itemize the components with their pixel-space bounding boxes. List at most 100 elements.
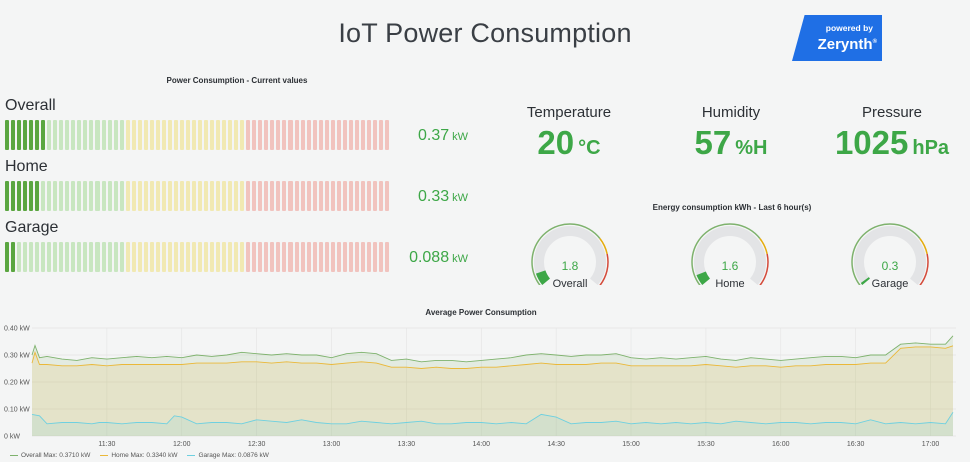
- bar-value-home: 0.33 kW: [417, 188, 468, 205]
- bar-segment: [137, 120, 142, 150]
- bar-segment: [366, 120, 371, 150]
- bar-segment: [113, 242, 118, 272]
- bar-segment: [41, 120, 46, 150]
- legend-item-garage[interactable]: Garage Max: 0.0876 kW: [187, 452, 269, 459]
- bar-segment: [378, 120, 383, 150]
- gauge-fill: [860, 277, 870, 285]
- bar-segment: [53, 181, 58, 211]
- bar-gauge-garage: [5, 242, 389, 272]
- bar-segment: [204, 120, 209, 150]
- gauge-threshold-red: [759, 253, 769, 285]
- bar-segment: [23, 120, 28, 150]
- stat-value-pressure: 1025 hPa: [834, 124, 950, 161]
- y-tick-label: 0 kW: [4, 434, 20, 441]
- bar-segment: [47, 120, 52, 150]
- bar-segment: [336, 242, 341, 272]
- bar-segment: [95, 181, 100, 211]
- legend-swatch-overall: [10, 454, 18, 457]
- bar-segment: [191, 120, 196, 150]
- bar-segment: [5, 120, 10, 150]
- bar-segment: [294, 120, 299, 150]
- series-area-garage: [32, 412, 954, 436]
- bar-segment: [240, 181, 245, 211]
- y-tick-label: 0.10 kW: [4, 407, 30, 414]
- logo-brand: Zerynth®: [817, 36, 877, 53]
- bar-segment: [336, 120, 341, 150]
- bar-segment: [89, 242, 94, 272]
- page-title: IoT Power Consumption: [338, 18, 632, 48]
- bar-row-label-overall: Overall: [5, 97, 56, 114]
- bar-segment: [372, 120, 377, 150]
- bar-segment: [270, 120, 275, 150]
- bar-segment: [161, 181, 166, 211]
- bar-segment: [360, 120, 365, 150]
- bar-segment: [288, 120, 293, 150]
- average-power-chart[interactable]: 0 kW 0.10 kW 0.20 kW 0.30 kW 0.40 kW 11:30 12:…: [0, 318, 970, 450]
- bar-segment: [198, 242, 203, 272]
- bar-segment: [384, 181, 389, 211]
- bar-segment: [276, 242, 281, 272]
- x-tick-label: 15:00: [622, 441, 640, 448]
- stat-label-pressure: Pressure: [861, 104, 923, 121]
- bar-segment: [95, 242, 100, 272]
- bar-segment: [35, 181, 40, 211]
- bar-segment: [185, 181, 190, 211]
- gauge-value-home: 1.6: [721, 259, 739, 273]
- bar-segment: [330, 181, 335, 211]
- bar-segment: [354, 120, 359, 150]
- gauge-panel-title: Energy consumption kWh - Last 6 hour(s): [652, 203, 812, 212]
- bar-segment: [173, 181, 178, 211]
- gauge-fill: [696, 271, 711, 285]
- bar-segment: [101, 181, 106, 211]
- bar-segment: [155, 120, 160, 150]
- bar-segment: [131, 181, 136, 211]
- bar-segment: [360, 181, 365, 211]
- bar-segment: [125, 181, 130, 211]
- legend-item-overall[interactable]: Overall Max: 0.3710 kW: [10, 452, 90, 459]
- bar-segment: [360, 242, 365, 272]
- bar-segment: [342, 242, 347, 272]
- legend-swatch-home: [100, 454, 109, 457]
- bar-segment: [342, 120, 347, 150]
- bar-segment: [53, 242, 58, 272]
- bar-value-garage: 0.088 kW: [409, 249, 468, 266]
- x-tick-label: 13:00: [323, 441, 341, 448]
- bar-segment: [167, 242, 172, 272]
- bar-segment: [101, 120, 106, 150]
- bar-segment: [282, 120, 287, 150]
- bar-segment: [372, 242, 377, 272]
- bar-segment: [288, 242, 293, 272]
- bar-segment: [59, 120, 64, 150]
- bar-segment: [173, 242, 178, 272]
- gauge-track: [534, 226, 606, 285]
- bar-segment: [330, 120, 335, 150]
- bar-segment: [95, 120, 100, 150]
- gauge-overall: [531, 223, 609, 285]
- bar-segment: [264, 120, 269, 150]
- gauge-track: [854, 226, 926, 285]
- bar-segment: [240, 120, 245, 150]
- bar-segment: [306, 242, 311, 272]
- legend-item-home[interactable]: Home Max: 0.3340 kW: [100, 452, 177, 459]
- bar-row-label-garage: Garage: [5, 219, 59, 236]
- bar-segment: [47, 181, 52, 211]
- bar-segment: [258, 120, 263, 150]
- bar-segment: [246, 242, 251, 272]
- bar-segment: [294, 242, 299, 272]
- stat-value-humidity: 57 %H: [694, 124, 768, 161]
- gauge-label-home: Home: [715, 278, 745, 290]
- bar-segment: [29, 120, 34, 150]
- zerynth-logo[interactable]: powered by Zerynth®: [792, 15, 882, 61]
- bar-segment: [101, 242, 106, 272]
- y-tick-label: 0.20 kW: [4, 380, 30, 387]
- bar-segment: [306, 181, 311, 211]
- bar-segment: [191, 242, 196, 272]
- bar-segment: [228, 181, 233, 211]
- y-tick-label: 0.30 kW: [4, 353, 30, 360]
- bar-segment: [198, 181, 203, 211]
- bar-segment: [179, 181, 184, 211]
- bar-segment: [29, 181, 34, 211]
- bar-segment: [342, 181, 347, 211]
- bar-segment: [210, 120, 215, 150]
- gauge-threshold-green: [691, 223, 761, 285]
